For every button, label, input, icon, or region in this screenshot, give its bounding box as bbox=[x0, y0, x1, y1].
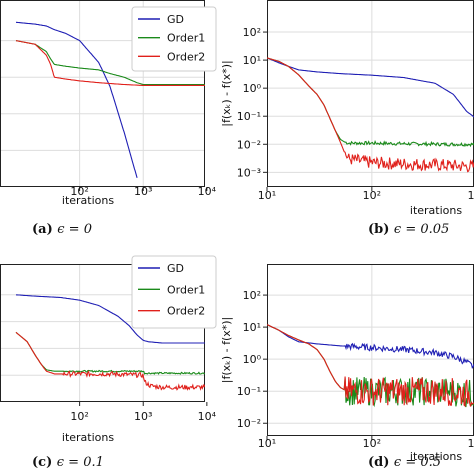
caption-value: ϵ = 0 bbox=[57, 222, 92, 237]
series-line-order1 bbox=[15, 331, 205, 375]
caption-tag: (a) bbox=[32, 222, 57, 237]
y-tick-label: 10² bbox=[243, 26, 261, 39]
y-axis-title: |f(xₖ) - f(x*)| bbox=[220, 317, 233, 384]
x-tick-label: 10⁴ bbox=[198, 185, 217, 198]
legend-box bbox=[131, 6, 217, 72]
legend: GD Order1 Order2 bbox=[131, 6, 217, 72]
y-tick-label: 10⁰ bbox=[243, 82, 262, 95]
y-tick-label: 10¹ bbox=[243, 54, 261, 67]
x-axis-title: iterations bbox=[62, 194, 114, 207]
caption-tag: (d) bbox=[368, 455, 394, 470]
series-line-order2 bbox=[15, 331, 205, 391]
plot-area bbox=[267, 0, 474, 187]
y-tick-label: 10⁻¹ bbox=[237, 110, 261, 123]
legend: GD Order1 Order2 bbox=[131, 255, 217, 329]
series-line-order2 bbox=[15, 40, 205, 86]
x-axis-title: iterations bbox=[410, 450, 462, 463]
x-axis-title: iterations bbox=[62, 431, 114, 444]
x-tick-label: 10³ bbox=[467, 437, 474, 450]
caption-tag: (b) bbox=[368, 222, 394, 237]
legend-label-order2: Order2 bbox=[167, 50, 205, 63]
caption-value: ϵ = 0.1 bbox=[57, 455, 104, 470]
y-tick-label: 10⁰ bbox=[243, 353, 262, 366]
panel-4: 10² 10¹ 10⁰ 10⁻¹ 10⁻² 10¹ 10² 10³ iterations |f(x… bbox=[220, 264, 474, 470]
panel-caption: (d) ϵ = 0.5 bbox=[368, 455, 441, 470]
y-tick-label: 10⁻² bbox=[237, 417, 261, 430]
panel-1: 10² 10³ 10⁴ iterations GD Order1 Order2 (a) ϵ =… bbox=[0, 0, 217, 237]
y-tick-label: 10² bbox=[243, 289, 261, 302]
y-tick-label: 10⁻³ bbox=[237, 166, 261, 179]
series-line-order2 bbox=[267, 324, 474, 408]
x-tick-label: 10² bbox=[70, 410, 88, 423]
x-tick-label: 10⁴ bbox=[198, 410, 217, 423]
y-axis-title: |f(xₖ) - f(x*)| bbox=[220, 60, 233, 127]
caption-tag: (c) bbox=[32, 455, 57, 470]
panel-3: 10² 10³ 10⁴ iterations GD Order1 Order2 (c) ϵ =… bbox=[0, 255, 217, 470]
x-tick-label: 10¹ bbox=[258, 189, 276, 202]
panel-caption: (a) ϵ = 0 bbox=[32, 222, 92, 237]
legend-label-gd: GD bbox=[167, 262, 184, 275]
x-tick-label: 10¹ bbox=[258, 437, 276, 450]
legend-label-order1: Order1 bbox=[167, 32, 205, 45]
plot-area bbox=[267, 264, 474, 436]
series-line-order1 bbox=[15, 40, 205, 86]
panel-2: 10² 10¹ 10⁰ 10⁻¹ 10⁻² 10⁻³ 10¹ 10² 10³ iterations… bbox=[220, 0, 474, 237]
series-group bbox=[267, 57, 474, 173]
series-line-gd bbox=[15, 294, 205, 344]
x-tick-label: 10³ bbox=[134, 410, 152, 423]
x-axis-title: iterations bbox=[410, 204, 462, 217]
x-tick-label: 10² bbox=[363, 437, 381, 450]
caption-value: ϵ = 0.5 bbox=[394, 455, 441, 470]
panel-caption: (b) ϵ = 0.05 bbox=[368, 222, 449, 237]
series-group bbox=[15, 294, 205, 391]
legend-label-gd: GD bbox=[167, 13, 184, 26]
x-tick-label: 10³ bbox=[134, 185, 152, 198]
x-tick-label: 10² bbox=[70, 185, 88, 198]
x-tick-label: 10² bbox=[363, 189, 381, 202]
y-tick-label: 10⁻¹ bbox=[237, 385, 261, 398]
series-line-gd bbox=[16, 21, 138, 178]
series-line-gd bbox=[267, 57, 474, 118]
legend-label-order1: Order1 bbox=[167, 283, 205, 296]
series-group bbox=[15, 21, 205, 178]
y-tick-label: 10⁻² bbox=[237, 138, 261, 151]
panel-caption: (c) ϵ = 0.1 bbox=[32, 455, 104, 470]
legend-label-order2: Order2 bbox=[167, 305, 205, 318]
x-tick-label: 10³ bbox=[467, 189, 474, 202]
series-line-order2 bbox=[267, 57, 474, 173]
caption-value: ϵ = 0.05 bbox=[394, 222, 449, 237]
series-group bbox=[267, 324, 474, 408]
y-tick-label: 10¹ bbox=[243, 321, 261, 334]
